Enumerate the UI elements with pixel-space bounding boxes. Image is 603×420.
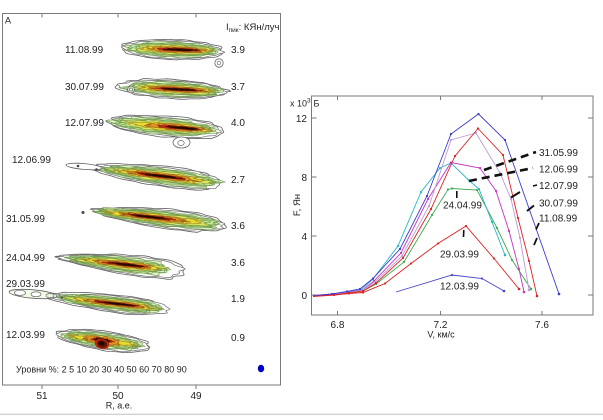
svg-text:3.6: 3.6 (231, 221, 245, 232)
svg-text:0.9: 0.9 (231, 333, 245, 344)
svg-text:31.05.99: 31.05.99 (539, 148, 578, 159)
svg-text:29.03.99: 29.03.99 (440, 250, 479, 261)
svg-text:3.7: 3.7 (231, 82, 245, 93)
svg-text:8: 8 (301, 173, 307, 184)
svg-text:0: 0 (301, 291, 307, 302)
svg-text:12.07.99: 12.07.99 (65, 118, 104, 129)
svg-text:49: 49 (190, 391, 202, 402)
svg-text:24.04.99: 24.04.99 (443, 201, 482, 212)
svg-text:3.9: 3.9 (231, 45, 245, 56)
svg-text:12.06.99: 12.06.99 (12, 155, 51, 166)
svg-text:51: 51 (36, 391, 48, 402)
svg-text:1.9: 1.9 (231, 294, 245, 305)
svg-text:F, Ян: F, Ян (292, 194, 303, 216)
svg-text:Б: Б (314, 99, 320, 109)
svg-text:11.08.99: 11.08.99 (65, 45, 104, 56)
svg-text:Уровни %: 2 5 10 20 30 40 50 6: Уровни %: 2 5 10 20 30 40 50 60 70 80 90 (16, 365, 187, 375)
svg-text:12.03.99: 12.03.99 (440, 282, 479, 293)
svg-text:12.03.99: 12.03.99 (6, 330, 45, 341)
svg-text:3.6: 3.6 (231, 258, 245, 269)
svg-text:6.8: 6.8 (331, 320, 345, 331)
svg-text:12.06.99: 12.06.99 (539, 165, 578, 176)
svg-text:12: 12 (296, 114, 308, 125)
svg-text:11.08.99: 11.08.99 (539, 214, 578, 225)
svg-text:2.7: 2.7 (231, 175, 245, 186)
svg-text:31.05.99: 31.05.99 (6, 214, 45, 225)
svg-text:30.07.99: 30.07.99 (539, 199, 578, 210)
svg-text:А: А (5, 16, 11, 26)
svg-text:4.0: 4.0 (231, 118, 245, 129)
svg-text:12.07.99: 12.07.99 (539, 181, 578, 192)
svg-text:30.07.99: 30.07.99 (65, 82, 104, 93)
svg-text:4: 4 (301, 232, 307, 243)
svg-text:V, км/с: V, км/с (427, 330, 455, 340)
svg-text:29.03.99: 29.03.99 (6, 279, 45, 290)
svg-text:7.6: 7.6 (535, 320, 549, 331)
svg-text:24.04.99: 24.04.99 (6, 253, 45, 264)
svg-text:R, а.е.: R, а.е. (106, 401, 133, 411)
